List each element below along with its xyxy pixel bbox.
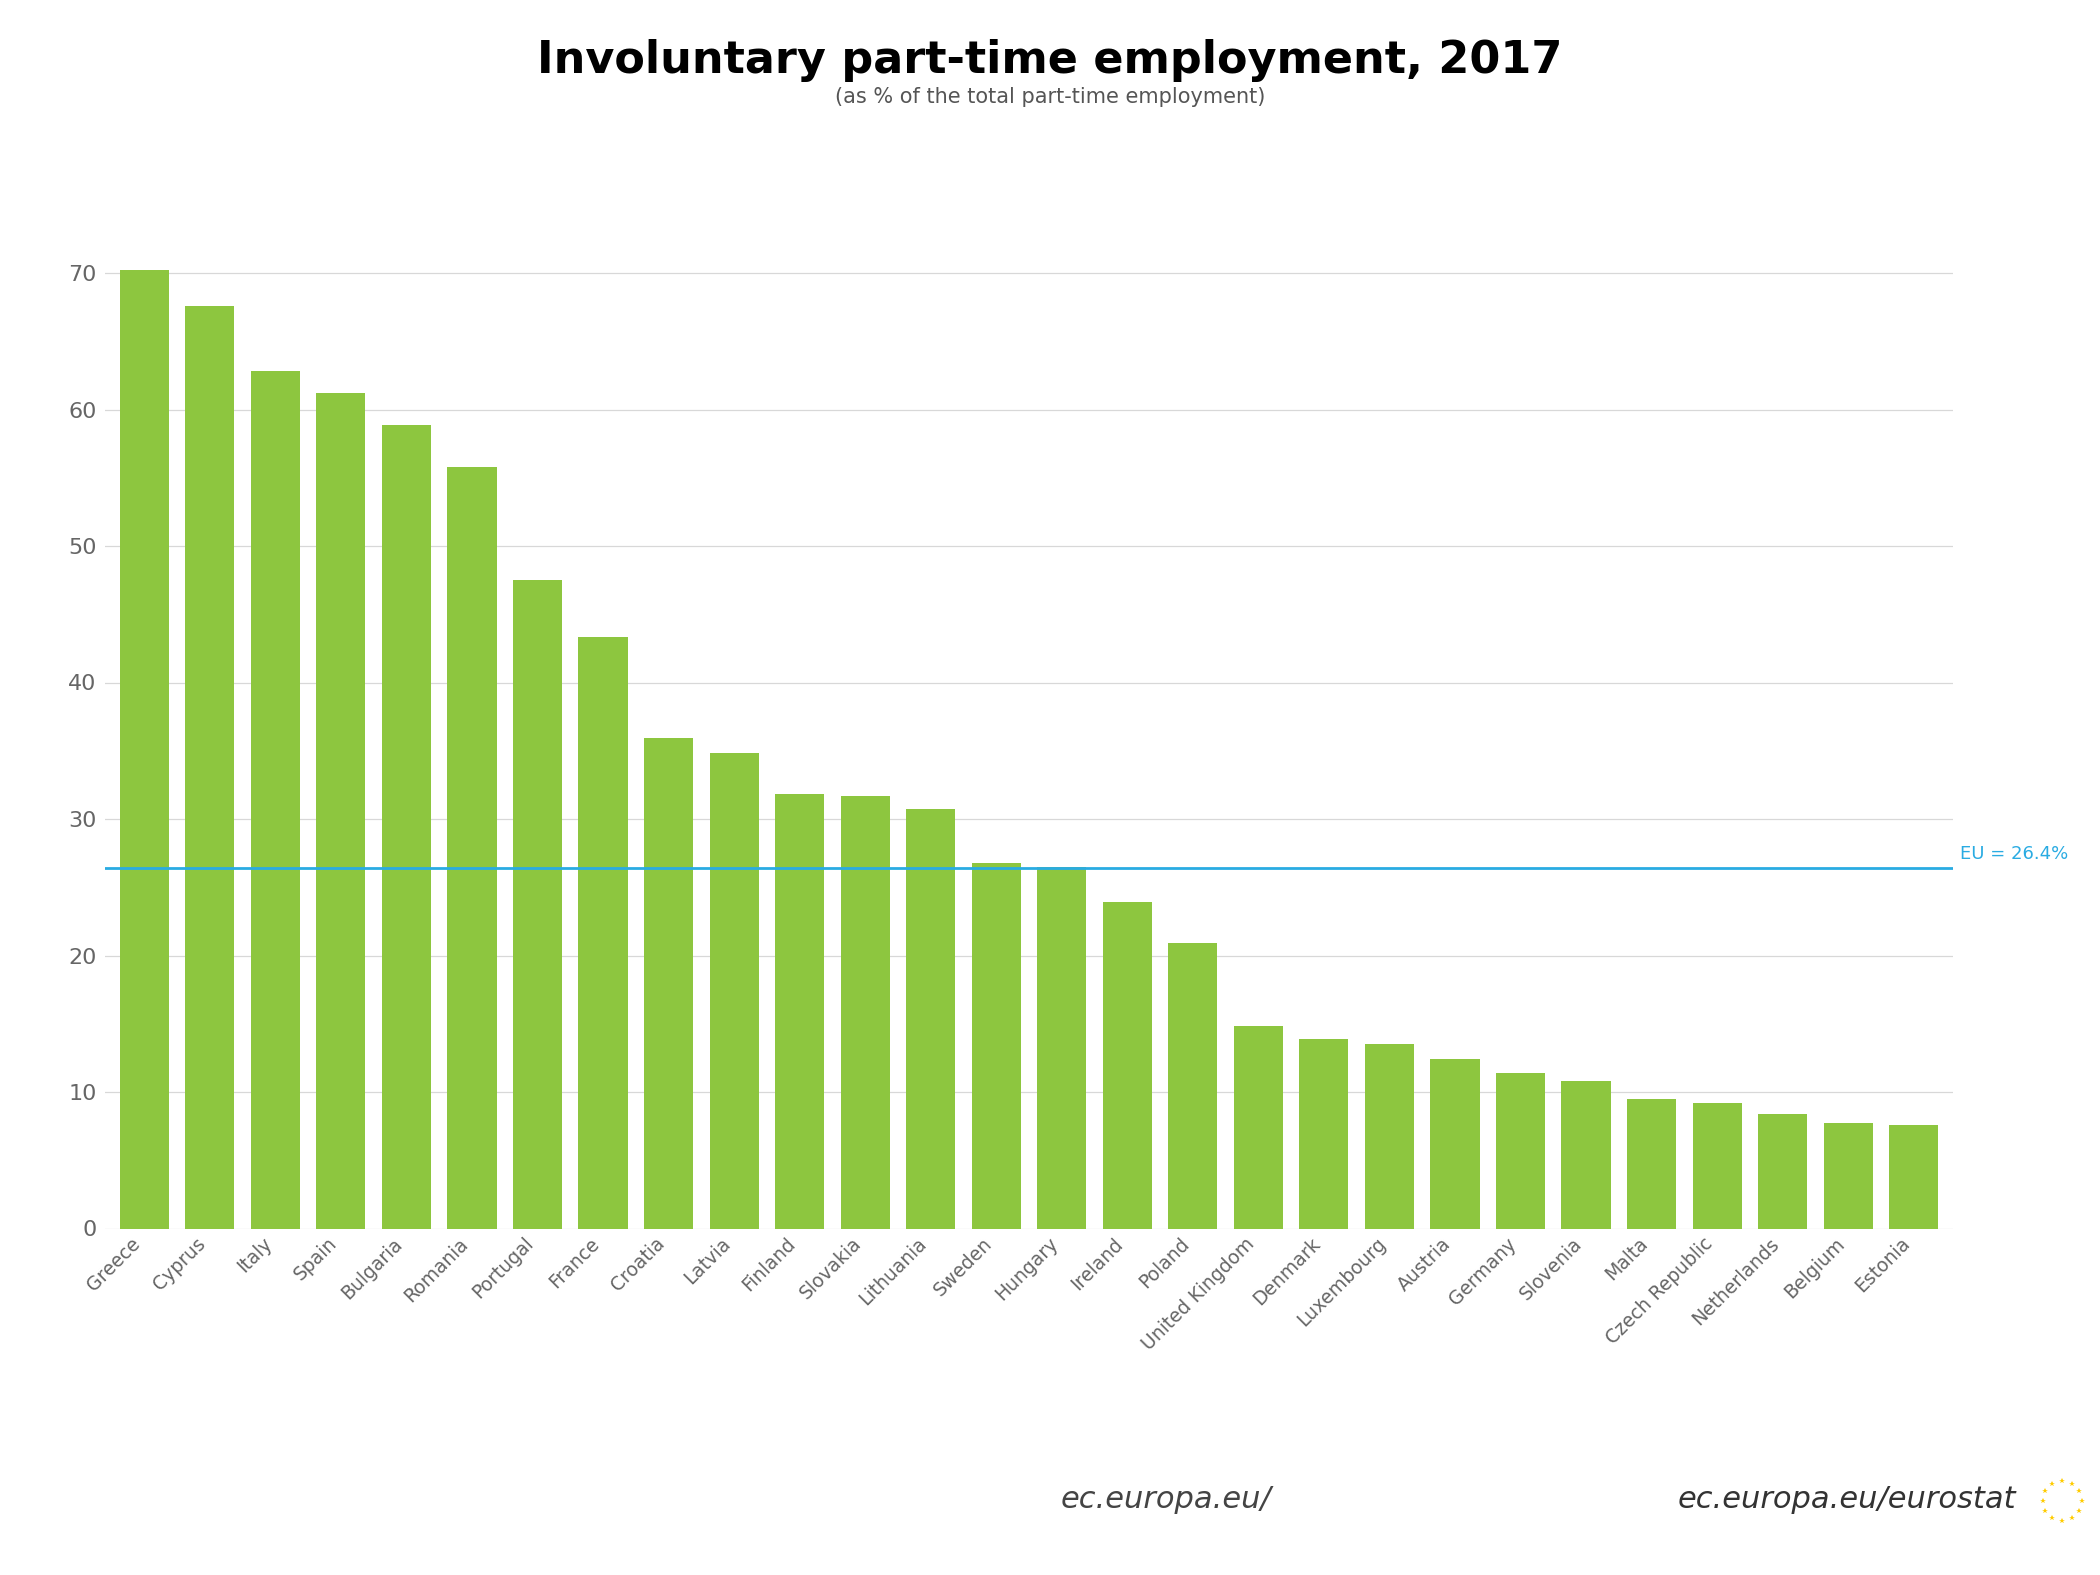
Bar [710, 753, 758, 1228]
Text: (as % of the total part-time employment): (as % of the total part-time employment) [836, 87, 1264, 107]
Bar [1300, 1040, 1348, 1228]
Text: ec.europa.eu/: ec.europa.eu/ [1060, 1485, 1270, 1514]
Text: EU = 26.4%: EU = 26.4% [1959, 844, 2068, 863]
Bar [1037, 866, 1086, 1228]
Bar [840, 795, 890, 1228]
Bar [1102, 902, 1153, 1228]
Bar [972, 863, 1021, 1228]
Bar [1495, 1073, 1546, 1228]
Bar [1365, 1044, 1413, 1228]
Bar [1890, 1125, 1938, 1228]
Bar [645, 739, 693, 1228]
Bar [775, 794, 823, 1228]
Bar [578, 638, 628, 1228]
Bar [905, 810, 956, 1228]
Bar [185, 306, 235, 1229]
Text: ec.europa.eu/eurostat: ec.europa.eu/eurostat [1678, 1485, 2016, 1514]
Bar [1758, 1114, 1808, 1228]
Bar [1168, 943, 1218, 1228]
Bar [1628, 1099, 1676, 1228]
Bar [120, 271, 168, 1228]
Bar [1823, 1123, 1873, 1228]
Bar [317, 394, 365, 1228]
Bar [1430, 1060, 1480, 1228]
Bar [512, 580, 563, 1228]
Bar [447, 466, 496, 1228]
Bar [1562, 1080, 1611, 1228]
Bar [1693, 1102, 1741, 1228]
Bar [250, 372, 300, 1228]
Bar [1235, 1027, 1283, 1228]
Bar [382, 425, 430, 1228]
Text: Involuntary part-time employment, 2017: Involuntary part-time employment, 2017 [538, 39, 1562, 82]
